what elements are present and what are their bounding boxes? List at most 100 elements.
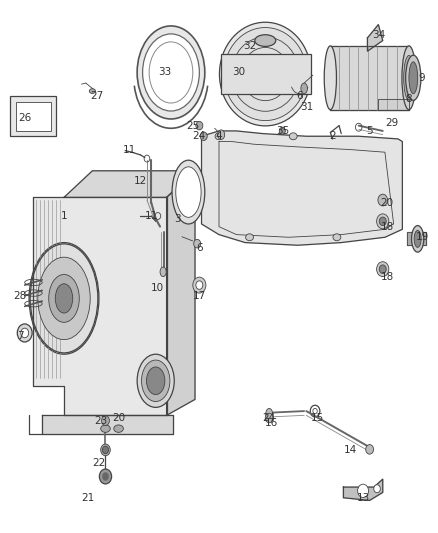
Ellipse shape [266,408,273,420]
Polygon shape [166,171,195,415]
Text: 24: 24 [263,413,276,423]
Text: 13: 13 [357,492,370,503]
Ellipse shape [378,194,388,206]
Text: 10: 10 [151,283,164,293]
Ellipse shape [21,328,28,338]
Text: 30: 30 [232,68,245,77]
Ellipse shape [289,133,297,140]
Ellipse shape [114,425,124,432]
Ellipse shape [379,217,386,225]
Polygon shape [378,99,409,110]
Text: 18: 18 [381,222,394,232]
Ellipse shape [265,413,273,423]
Text: 8: 8 [406,94,412,104]
Ellipse shape [137,26,205,119]
Ellipse shape [377,214,389,229]
Ellipse shape [402,46,416,110]
Ellipse shape [219,22,311,126]
Text: 16: 16 [265,418,278,429]
Text: 7: 7 [17,330,24,341]
Ellipse shape [194,239,201,248]
Ellipse shape [137,354,174,407]
Ellipse shape [333,234,341,241]
Ellipse shape [102,472,109,480]
Ellipse shape [218,130,225,140]
Text: 1: 1 [61,211,67,221]
Text: 26: 26 [18,112,32,123]
Text: 18: 18 [381,272,394,282]
Ellipse shape [196,281,203,289]
Text: 3: 3 [174,214,181,224]
Polygon shape [367,25,383,51]
Polygon shape [64,171,195,197]
Bar [11,96,56,136]
Ellipse shape [250,57,281,91]
Ellipse shape [101,425,110,432]
Text: 11: 11 [123,144,136,155]
Text: 20: 20 [381,198,394,208]
Text: 17: 17 [193,290,206,301]
Ellipse shape [324,46,336,110]
Text: 6: 6 [297,91,303,101]
Text: 19: 19 [415,232,429,243]
Ellipse shape [279,127,286,135]
Ellipse shape [409,62,418,94]
Text: 20: 20 [112,413,125,423]
Polygon shape [42,415,173,434]
Text: 14: 14 [343,445,357,455]
Text: 4: 4 [215,131,223,141]
Polygon shape [407,232,426,245]
Ellipse shape [404,55,414,100]
Ellipse shape [102,446,109,454]
Ellipse shape [141,360,170,401]
Text: 34: 34 [372,30,385,41]
Text: 15: 15 [311,413,324,423]
Ellipse shape [99,469,112,484]
Polygon shape [343,479,383,500]
Ellipse shape [366,445,374,454]
Ellipse shape [224,28,307,120]
Polygon shape [330,46,409,110]
Ellipse shape [143,34,199,111]
Text: 32: 32 [243,41,256,51]
Text: 33: 33 [158,68,171,77]
Text: 31: 31 [300,102,313,112]
Text: 9: 9 [419,73,425,83]
Ellipse shape [49,274,79,322]
Text: 27: 27 [90,91,103,101]
Ellipse shape [160,267,166,277]
Ellipse shape [101,444,110,456]
Text: 22: 22 [92,458,106,468]
Ellipse shape [55,284,73,313]
Text: 21: 21 [81,492,95,503]
Text: 28: 28 [14,290,27,301]
Text: 25: 25 [186,120,199,131]
Ellipse shape [17,324,32,342]
Text: 29: 29 [385,118,398,128]
Ellipse shape [172,160,205,224]
Ellipse shape [38,257,90,340]
Text: 6: 6 [196,243,203,253]
Text: 12: 12 [134,176,147,187]
Ellipse shape [147,367,165,394]
Text: 2: 2 [329,131,336,141]
Ellipse shape [357,484,368,497]
Bar [221,54,311,94]
Ellipse shape [246,234,254,241]
Ellipse shape [196,122,203,130]
Ellipse shape [406,55,421,100]
Ellipse shape [379,265,386,273]
Ellipse shape [176,167,201,217]
Text: 35: 35 [276,126,289,136]
Ellipse shape [377,262,389,277]
Bar [15,102,51,131]
Ellipse shape [29,243,99,354]
Ellipse shape [408,60,414,95]
Text: 24: 24 [193,131,206,141]
Ellipse shape [412,225,424,252]
Polygon shape [201,131,403,245]
Ellipse shape [255,35,276,46]
Ellipse shape [200,132,207,141]
Polygon shape [33,197,166,415]
Ellipse shape [301,83,307,94]
